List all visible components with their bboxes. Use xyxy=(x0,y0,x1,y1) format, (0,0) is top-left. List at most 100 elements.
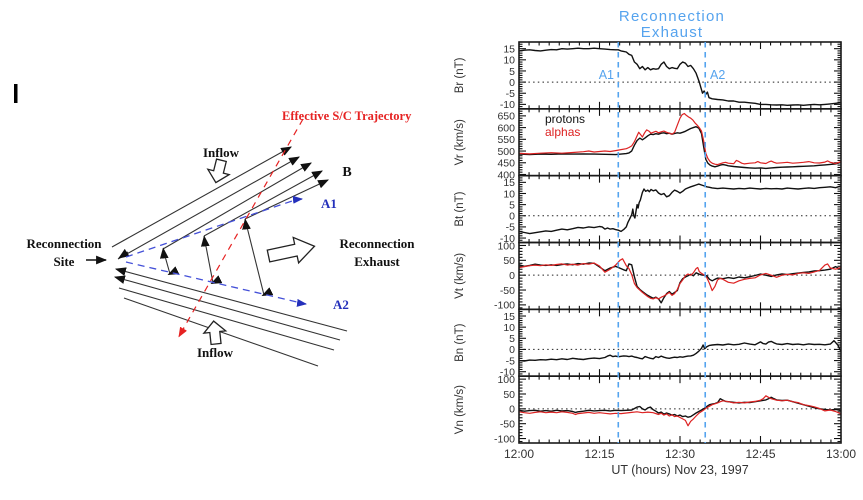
y-axis-label: Vn (km/s) xyxy=(454,385,466,434)
y-axis-label: Vr (km/s) xyxy=(454,119,466,165)
y-tick-label: 0 xyxy=(509,270,515,282)
trace-alphas xyxy=(519,258,841,300)
panel-frame xyxy=(518,308,842,377)
boundary-a2-line xyxy=(125,261,298,303)
y-tick-label: 15 xyxy=(503,177,515,189)
y-tick-label: 15 xyxy=(503,311,515,323)
inflow-top-arrow xyxy=(206,158,231,184)
exhaust-boundaries xyxy=(125,195,307,307)
x-axis-title: UT (hours) Nov 23, 1997 xyxy=(611,463,748,477)
y-tick-label: 50 xyxy=(503,255,515,267)
a2-label: A2 xyxy=(333,297,349,312)
axis-ticks xyxy=(518,241,842,310)
y-tick-label: 600 xyxy=(497,122,515,134)
y-tick-label: 0 xyxy=(509,404,515,416)
y-tick-label: 5 xyxy=(509,66,515,78)
y-tick-label: 50 xyxy=(503,389,515,401)
y-tick-label: 650 xyxy=(497,111,515,123)
y-tick-label: -5 xyxy=(506,222,515,234)
trace-protons xyxy=(519,396,841,418)
trace-protons xyxy=(519,340,841,362)
y-tick-label: 10 xyxy=(503,55,515,67)
plot-title-line1: Reconnection xyxy=(619,8,725,25)
trace-protons xyxy=(519,183,841,235)
boundary-a2-arrowhead xyxy=(296,298,307,307)
trajectory-line xyxy=(181,118,304,332)
b-field-label: B xyxy=(342,165,351,180)
axis-ticks xyxy=(518,175,842,244)
y-tick-label: -50 xyxy=(500,418,515,430)
y-tick-label: 450 xyxy=(497,158,515,170)
field-line-upper-5 xyxy=(244,179,329,220)
inflow-top-label: Inflow xyxy=(203,145,240,160)
kink-3-up-arrowhead xyxy=(242,218,251,230)
field-line-lower-3 xyxy=(118,287,335,351)
axis-ticks xyxy=(518,375,842,443)
field-line-upper-2 xyxy=(117,156,300,260)
trace-protons xyxy=(519,262,841,304)
y-tick-label: 100 xyxy=(497,374,515,386)
kink-3-down-arrowhead xyxy=(261,287,274,296)
reconnection-diagram: Effective S/C Trajectory Inflow B A1 Rec… xyxy=(14,84,415,367)
plot-title-line2: Exhaust xyxy=(641,24,704,41)
trace-alphas xyxy=(519,112,841,166)
y-axis-label: Bn (nT) xyxy=(454,323,466,362)
axis-ticks xyxy=(518,308,842,377)
y-tick-label: -5 xyxy=(506,355,515,367)
y-tick-label: 400 xyxy=(497,169,515,181)
x-point-arrowhead xyxy=(118,248,130,259)
y-tick-label: 100 xyxy=(497,240,515,252)
panel-frame xyxy=(518,41,842,110)
panel-frame xyxy=(518,375,842,444)
y-tick-label: -100 xyxy=(494,433,515,445)
y-tick-label: -50 xyxy=(500,285,515,297)
exhaust-arrow xyxy=(266,236,316,265)
panel-vt: 100 50 0 -50 -100 Vt (km/s) xyxy=(454,240,842,312)
trajectory-label: Effective S/C Trajectory xyxy=(282,109,412,123)
legend-protons: protons xyxy=(545,112,585,126)
field-line-lower-1 xyxy=(114,267,348,332)
stray-cursor-bar xyxy=(14,84,18,103)
event-a2-label: A2 xyxy=(710,68,725,82)
kink-2-up-arrowhead xyxy=(200,235,210,247)
event-a1-label: A1 xyxy=(599,68,614,82)
axis-ticks xyxy=(518,41,842,110)
inflow-bottom-arrow xyxy=(202,320,228,346)
boundary-a1-arrowhead xyxy=(292,195,303,204)
exhaust-label-line2: Exhaust xyxy=(354,254,400,269)
x-tick-label: 13:00 xyxy=(826,447,856,461)
y-tick-label: 10 xyxy=(503,188,515,200)
y-axis-label: Bt (nT) xyxy=(454,191,466,226)
kink-1-down-arrowhead xyxy=(167,266,180,275)
panel-frame xyxy=(518,174,842,244)
kink-1-up-arrowhead xyxy=(159,247,169,259)
panel-frame xyxy=(518,241,842,311)
x-tick-label: 12:30 xyxy=(665,447,695,461)
field-lines xyxy=(111,146,348,367)
trace-alphas xyxy=(519,395,841,427)
y-tick-label: 550 xyxy=(497,134,515,146)
y-tick-label: 10 xyxy=(503,322,515,334)
y-tick-label: 15 xyxy=(503,43,515,55)
y-tick-label: -100 xyxy=(494,300,515,312)
trace-protons xyxy=(519,47,841,107)
trajectory-arrowhead xyxy=(178,326,188,338)
y-tick-label: -10 xyxy=(500,233,515,245)
y-tick-label: -10 xyxy=(500,367,515,379)
y-tick-label: 5 xyxy=(509,199,515,211)
kink-segment-3 xyxy=(244,218,265,296)
y-axis-label: Vt (km/s) xyxy=(454,253,466,299)
boundary-a1-line xyxy=(125,199,296,258)
site-label-line1: Reconnection xyxy=(26,236,102,251)
y-tick-label: -5 xyxy=(506,88,515,100)
field-line-upper-4 xyxy=(203,170,323,237)
field-line-upper-1 xyxy=(111,146,292,248)
x-tick-label: 12:00 xyxy=(504,447,534,461)
y-tick-label: 5 xyxy=(509,333,515,345)
y-axis-label: Br (nT) xyxy=(454,57,466,93)
